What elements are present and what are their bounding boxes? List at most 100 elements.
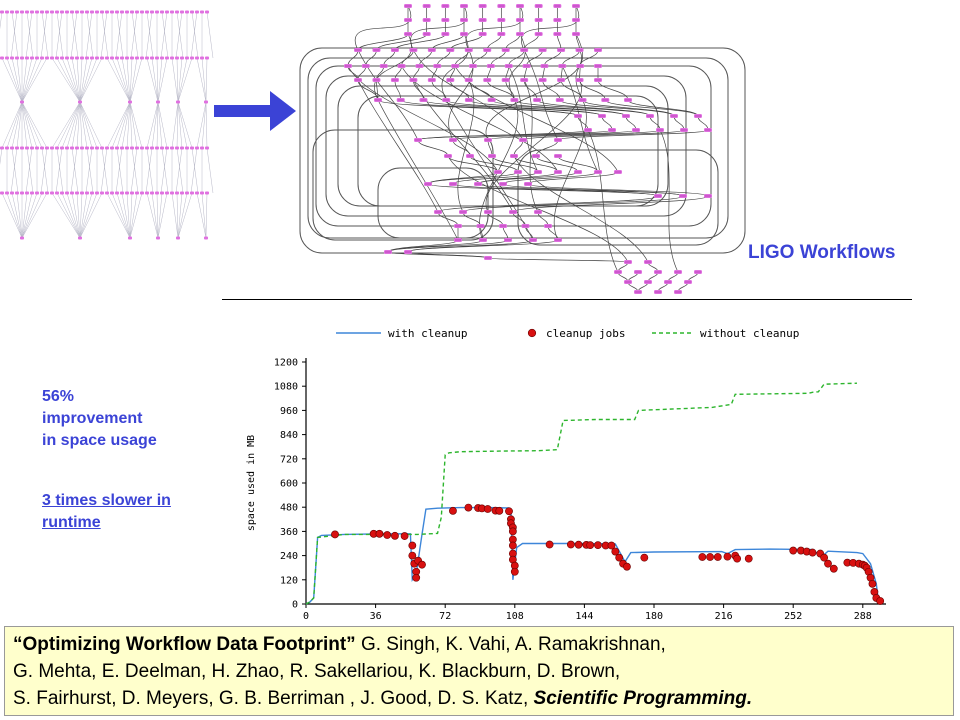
graph-node [10,191,14,195]
cleanup-job-point [383,531,392,539]
graph-node [75,56,79,60]
graph-node [20,10,24,14]
graph-node [45,146,49,150]
graph-node [105,10,109,14]
x-tick-label: 180 [645,611,663,620]
graph-node [70,10,74,14]
graph-node [176,236,180,240]
graph-node [15,10,19,14]
graph-node [120,56,124,60]
arrow-shape [214,91,296,131]
graph-node [150,56,154,60]
y-tick-label: 120 [280,575,298,586]
graph-node [195,191,199,195]
graph-node [115,146,119,150]
cleanup-job-point [495,506,504,515]
graph-node [50,191,54,195]
graph-node [145,146,149,150]
citation-segment: S. Fairhurst, D. Meyers, G. B. Berriman … [13,688,534,709]
x-tick-label: 72 [439,611,451,620]
x-tick-label: 144 [575,611,593,620]
graph-node [120,191,124,195]
cleanup-job-point [483,505,492,513]
graph-node [100,10,104,14]
executable-workflow-graph [299,4,746,294]
cleanup-job-point [412,573,421,582]
graph-node [90,191,94,195]
graph-node [204,100,208,104]
graph-node [170,191,174,195]
cleanup-job-point [391,531,399,540]
graph-node [0,10,4,14]
legend-label: without cleanup [700,327,799,340]
graph-node [65,191,69,195]
legend-swatch-cleanup-jobs [527,328,537,338]
graph-node [185,191,189,195]
chart-legend: with cleanup cleanup jobs without cleanup [336,327,799,340]
runtime-text: 3 times slower in runtime [42,490,171,534]
graph-node [85,10,89,14]
graph-node [78,100,82,104]
graph-node [150,10,154,14]
graph-node [200,10,204,14]
cleanup-job-point [566,540,575,549]
citation-line: S. Fairhurst, D. Meyers, G. B. Berriman … [13,685,947,712]
graph-nodes [344,4,712,294]
graph-node [155,10,159,14]
graph-node [35,56,39,60]
graph-node [195,56,199,60]
cleanup-job-point [615,553,624,562]
graph-node [10,10,14,14]
graph-node [45,56,49,60]
figure-title: LIGO Workflows [748,242,896,263]
graph-node [128,236,132,240]
runtime-line: 3 times slower in [42,492,171,509]
graph-node [190,56,194,60]
graph-node [0,191,4,195]
cleanup-job-point [400,532,409,540]
graph-node [15,56,19,60]
graph-node [95,56,99,60]
graph-node [170,56,174,60]
y-tick-label: 480 [280,503,298,514]
citation-segment: G. Mehta, E. Deelman, H. Zhao, R. Sakell… [13,661,621,682]
cleanup-job-point [375,529,384,538]
graph-node [200,146,204,150]
graph-node [120,10,124,14]
citation-segment: G. Singh, K. Vahi, A. Ramakrishnan, [355,634,666,655]
graph-node [65,146,69,150]
graph-node [185,56,189,60]
cleanup-job-point [510,567,519,576]
graph-node [100,56,104,60]
series-line-without-cleanup [305,382,858,605]
graph-node [45,191,49,195]
graph-node [190,146,194,150]
graph-node [80,56,84,60]
graph-node [5,146,9,150]
graph-node [130,146,134,150]
graph-node [78,236,82,240]
graph-node [175,191,179,195]
cleanup-job-point [723,552,732,561]
graph-node [155,56,159,60]
graph-node [180,10,184,14]
graph-node [195,10,199,14]
graph-node [30,56,34,60]
graph-node [155,146,159,150]
graph-node [15,146,19,150]
y-tick-label: 1080 [274,382,298,393]
graph-node [75,191,79,195]
graph-node [0,56,4,60]
x-tick-label: 108 [506,611,524,620]
graph-node [40,56,44,60]
graph-node [70,56,74,60]
graph-node [170,146,174,150]
space-usage-chart: 0 120 240 360 480 600 720 840 960 1080 1200 0 36 72 10… [246,327,886,620]
graph-node [75,146,79,150]
graph-node [55,56,59,60]
graph-node [165,191,169,195]
graph-node [35,146,39,150]
graph-nodes [0,10,209,240]
graph-node [190,191,194,195]
graph-node [156,236,160,240]
